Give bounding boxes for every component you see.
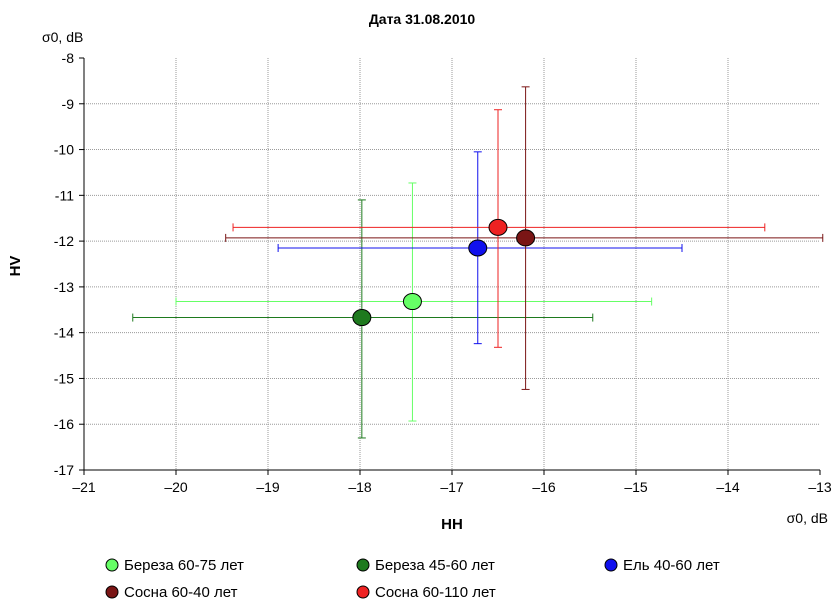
legend-marker bbox=[105, 585, 119, 599]
data-point bbox=[402, 293, 422, 311]
legend-item: Береза 60-75 лет bbox=[105, 557, 244, 574]
y-tick-label: -10 bbox=[54, 142, 74, 158]
x-tick-label: –14 bbox=[716, 479, 740, 495]
series-group bbox=[175, 182, 653, 422]
x-tick-label: –16 bbox=[532, 479, 556, 495]
series-group bbox=[132, 199, 594, 439]
legend-marker bbox=[604, 558, 618, 572]
y-tick-label: -9 bbox=[62, 96, 75, 112]
legend-item: Сосна 60-40 лет bbox=[105, 584, 238, 601]
x-unit-label: σ0, dB bbox=[787, 510, 828, 526]
legend-marker bbox=[105, 558, 119, 572]
y-tick-labels: -8 -9 -10 -11 -12 -13 -14 -15 -16 -17 bbox=[54, 50, 74, 478]
x-tick-label: –21 bbox=[72, 479, 96, 495]
legend-marker bbox=[356, 558, 370, 572]
series-layer bbox=[132, 86, 824, 439]
x-tick-label: –17 bbox=[440, 479, 464, 495]
data-point bbox=[488, 218, 508, 236]
legend-label: Сосна 60-40 лет bbox=[124, 584, 238, 601]
x-tick-labels: –21 –20 –19 –18 –17 –16 –15 –14 –13 bbox=[72, 479, 832, 495]
legend-label: Береза 45-60 лет bbox=[375, 557, 495, 574]
data-point bbox=[516, 229, 536, 247]
grid bbox=[84, 58, 820, 470]
y-tick-label: -12 bbox=[54, 233, 74, 249]
legend-label: Ель 40-60 лет bbox=[623, 557, 720, 574]
x-tick-label: –13 bbox=[808, 479, 832, 495]
series-group bbox=[225, 86, 824, 390]
series-group bbox=[277, 151, 683, 345]
y-unit-label: σ0, dB bbox=[42, 29, 83, 45]
y-tick-label: -15 bbox=[54, 370, 74, 386]
x-tick-label: –20 bbox=[164, 479, 188, 495]
legend: Береза 60-75 лет Береза 45-60 лет Ель 40-6… bbox=[105, 557, 720, 601]
legend-item: Сосна 60-110 лет bbox=[356, 584, 496, 601]
legend-marker bbox=[356, 585, 370, 599]
y-tick-label: -13 bbox=[54, 279, 74, 295]
y-axis-title: HV bbox=[7, 256, 24, 277]
data-point bbox=[468, 239, 488, 257]
series-group bbox=[232, 109, 766, 348]
data-point bbox=[352, 309, 372, 327]
y-tick-label: -11 bbox=[55, 187, 74, 203]
legend-item: Ель 40-60 лет bbox=[604, 557, 720, 574]
legend-item: Береза 45-60 лет bbox=[356, 557, 495, 574]
y-tick-label: -14 bbox=[54, 325, 74, 341]
y-tick-label: -8 bbox=[62, 50, 75, 66]
axes bbox=[79, 57, 821, 475]
y-tick-label: -17 bbox=[54, 462, 74, 478]
legend-label: Береза 60-75 лет bbox=[124, 557, 244, 574]
chart-title: Дата 31.08.2010 bbox=[369, 11, 476, 27]
x-tick-label: –18 bbox=[348, 479, 372, 495]
x-tick-label: –19 bbox=[256, 479, 280, 495]
x-axis-title: HH bbox=[441, 516, 463, 533]
legend-label: Сосна 60-110 лет bbox=[375, 584, 496, 601]
y-tick-label: -16 bbox=[54, 416, 74, 432]
x-tick-label: –15 bbox=[624, 479, 648, 495]
